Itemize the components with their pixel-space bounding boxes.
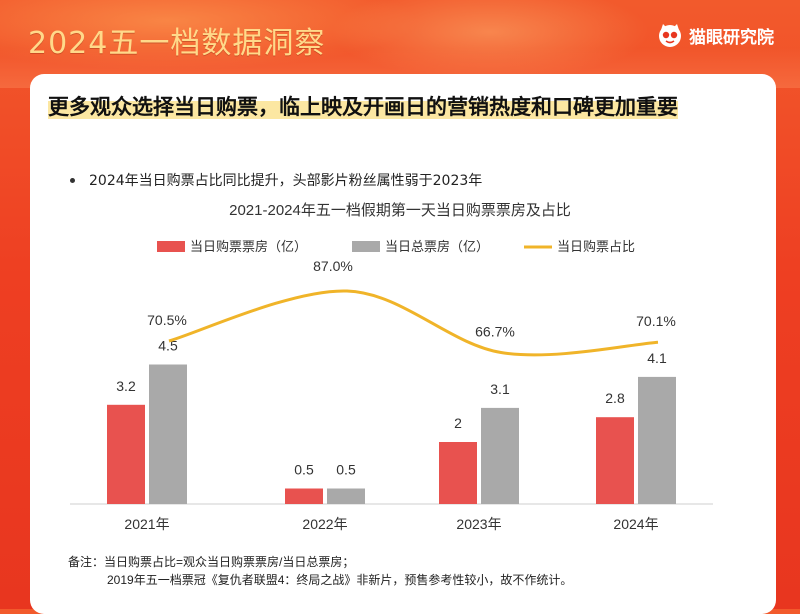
bar-sameday-label-3: 2.8 bbox=[605, 390, 625, 406]
bar-sameday-label-0: 3.2 bbox=[116, 378, 136, 394]
bar-total-label-1: 0.5 bbox=[336, 462, 356, 478]
legend-swatch-bar1 bbox=[157, 241, 185, 252]
line-sameday-share bbox=[168, 289, 659, 357]
chart-title: 2021-2024年五一档假期第一天当日购票票房及占比 bbox=[229, 201, 571, 219]
bar-sameday-label-1: 0.5 bbox=[294, 462, 314, 478]
x-tick-label-3: 2024年 bbox=[613, 516, 658, 532]
bar-total-3 bbox=[638, 376, 676, 504]
legend-swatch-bar2 bbox=[352, 241, 380, 252]
bar-sameday-0 bbox=[107, 404, 145, 504]
bar-total-0 bbox=[149, 364, 187, 504]
bar-sameday-3 bbox=[596, 417, 634, 504]
bar-sameday-1 bbox=[285, 488, 323, 504]
bar-total-label-2: 3.1 bbox=[490, 381, 510, 397]
bullet-text: 2024年当日购票占比同比提升，头部影片粉丝属性弱于2023年 bbox=[89, 173, 483, 189]
bullet-dot bbox=[70, 177, 75, 183]
x-tick-label-2: 2023年 bbox=[456, 516, 501, 532]
brand: 猫眼研究院 bbox=[657, 22, 774, 48]
bar-sameday-label-2: 2 bbox=[454, 415, 462, 431]
x-tick-label-0: 2021年 bbox=[124, 516, 169, 532]
legend-label-line: 当日购票占比 bbox=[557, 239, 635, 254]
bar-sameday-2 bbox=[439, 442, 477, 504]
line-point-label-0: 70.5% bbox=[147, 312, 187, 328]
bar-total-label-0: 4.5 bbox=[158, 338, 178, 354]
cat-logo-icon bbox=[659, 24, 681, 47]
line-point-label-1: 87.0% bbox=[313, 258, 353, 274]
x-tick-label-1: 2022年 bbox=[302, 516, 347, 532]
bar-total-2 bbox=[481, 407, 519, 504]
legend-label-bar1: 当日购票票房（亿） bbox=[190, 239, 307, 254]
note-line-1: 备注：当日购票占比=观众当日购票票房/当日总票房； bbox=[68, 554, 354, 569]
bullet-point: 2024年当日购票占比同比提升，头部影片粉丝属性弱于2023年 bbox=[70, 170, 483, 190]
headline: 更多观众选择当日购票，临上映及开画日的营销热度和口碑更加重要 bbox=[48, 95, 678, 119]
line-point-label-2: 66.7% bbox=[475, 324, 515, 340]
line-point-label-3: 70.1% bbox=[636, 313, 676, 329]
bar-total-label-3: 4.1 bbox=[647, 350, 667, 366]
note-line-2: 2019年五一档票冠《复仇者联盟4：终局之战》非新片，预售参考性较小，故不作统计… bbox=[107, 572, 572, 587]
brand-name: 猫眼研究院 bbox=[689, 27, 774, 48]
legend: 当日购票票房（亿） 当日总票房（亿） 当日购票占比 bbox=[157, 239, 635, 254]
plot-area: 3.2 4.5 2021年 0.5 0.5 2022年 2 3.1 2023年 2.8 4.1 202… bbox=[70, 258, 713, 532]
headline-block: 更多观众选择当日购票，临上映及开画日的营销热度和口碑更加重要 bbox=[48, 92, 768, 123]
legend-label-bar2: 当日总票房（亿） bbox=[385, 239, 489, 254]
page-title: 2024五一档数据洞察 bbox=[28, 26, 326, 61]
bar-total-1 bbox=[327, 488, 365, 504]
